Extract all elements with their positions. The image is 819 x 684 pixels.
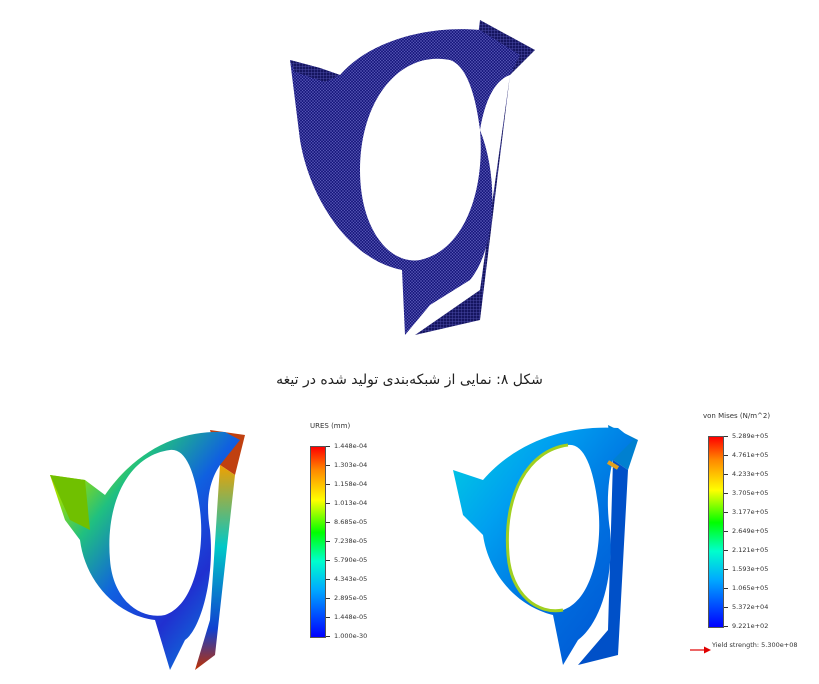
legend-tick-mark bbox=[724, 455, 728, 456]
legend-tick-label: 8.685e-05 bbox=[334, 518, 368, 526]
legend-tick-mark bbox=[724, 569, 728, 570]
legend-tick-mark bbox=[724, 607, 728, 608]
legend-tick-mark bbox=[724, 474, 728, 475]
mesh-blade-image bbox=[290, 20, 535, 335]
arrow-right-icon bbox=[690, 646, 711, 654]
legend-tick-label: 5.289e+05 bbox=[732, 432, 769, 440]
displacement-contour-image bbox=[50, 430, 245, 670]
legend-tick-mark bbox=[326, 484, 330, 485]
figure-caption: شکل ۸: نمایی از شبکه‌بندی تولید شده در ت… bbox=[276, 372, 543, 388]
legend-tick-label: 2.649e+05 bbox=[732, 527, 769, 535]
legend-tick-label: 1.013e-04 bbox=[334, 499, 368, 507]
legend-tick-mark bbox=[326, 541, 330, 542]
legend-tick-mark bbox=[326, 465, 330, 466]
legend-tick-mark bbox=[326, 503, 330, 504]
legend-tick-label: 1.065e+05 bbox=[732, 584, 769, 592]
legend-tick-label: 4.233e+05 bbox=[732, 470, 769, 478]
legend-tick-label: 4.343e-05 bbox=[334, 575, 368, 583]
legend-tick-label: 1.593e+05 bbox=[732, 565, 769, 573]
legend-tick-label: 2.895e-05 bbox=[334, 594, 368, 602]
legend-tick-label: 1.303e-04 bbox=[334, 461, 368, 469]
legend-tick-label: 5.372e+04 bbox=[732, 603, 769, 611]
displacement-colorbar bbox=[310, 446, 326, 638]
legend-tick-mark bbox=[326, 560, 330, 561]
legend-tick-mark bbox=[326, 522, 330, 523]
legend-tick-mark bbox=[724, 531, 728, 532]
legend-tick-mark bbox=[724, 512, 728, 513]
legend-tick-mark bbox=[326, 636, 330, 637]
displacement-legend-title: URES (mm) bbox=[310, 422, 351, 430]
legend-tick-mark bbox=[724, 436, 728, 437]
legend-tick-label: 9.221e+02 bbox=[732, 622, 769, 630]
legend-tick-mark bbox=[724, 588, 728, 589]
legend-tick-label: 2.121e+05 bbox=[732, 546, 769, 554]
legend-tick-label: 1.158e-04 bbox=[334, 480, 368, 488]
legend-tick-label: 3.177e+05 bbox=[732, 508, 769, 516]
legend-tick-mark bbox=[326, 579, 330, 580]
legend-tick-label: 4.761e+05 bbox=[732, 451, 769, 459]
yield-strength-label: Yield strength: 5.300e+08 bbox=[712, 641, 798, 649]
legend-tick-mark bbox=[724, 550, 728, 551]
legend-tick-mark bbox=[326, 446, 330, 447]
legend-tick-label: 1.000e-30 bbox=[334, 632, 368, 640]
legend-tick-label: 5.790e-05 bbox=[334, 556, 368, 564]
stress-legend-title: von Mises (N/m^2) bbox=[703, 412, 771, 420]
legend-tick-mark bbox=[724, 626, 728, 627]
legend-tick-label: 3.705e+05 bbox=[732, 489, 769, 497]
yield-marker bbox=[690, 640, 712, 654]
legend-tick-label: 1.448e-05 bbox=[334, 613, 368, 621]
stress-colorbar bbox=[708, 436, 724, 628]
legend-tick-mark bbox=[724, 493, 728, 494]
stress-contour-image bbox=[453, 425, 638, 665]
legend-tick-label: 7.238e-05 bbox=[334, 537, 368, 545]
legend-tick-mark bbox=[326, 598, 330, 599]
legend-tick-mark bbox=[326, 617, 330, 618]
legend-tick-label: 1.448e-04 bbox=[334, 442, 368, 450]
